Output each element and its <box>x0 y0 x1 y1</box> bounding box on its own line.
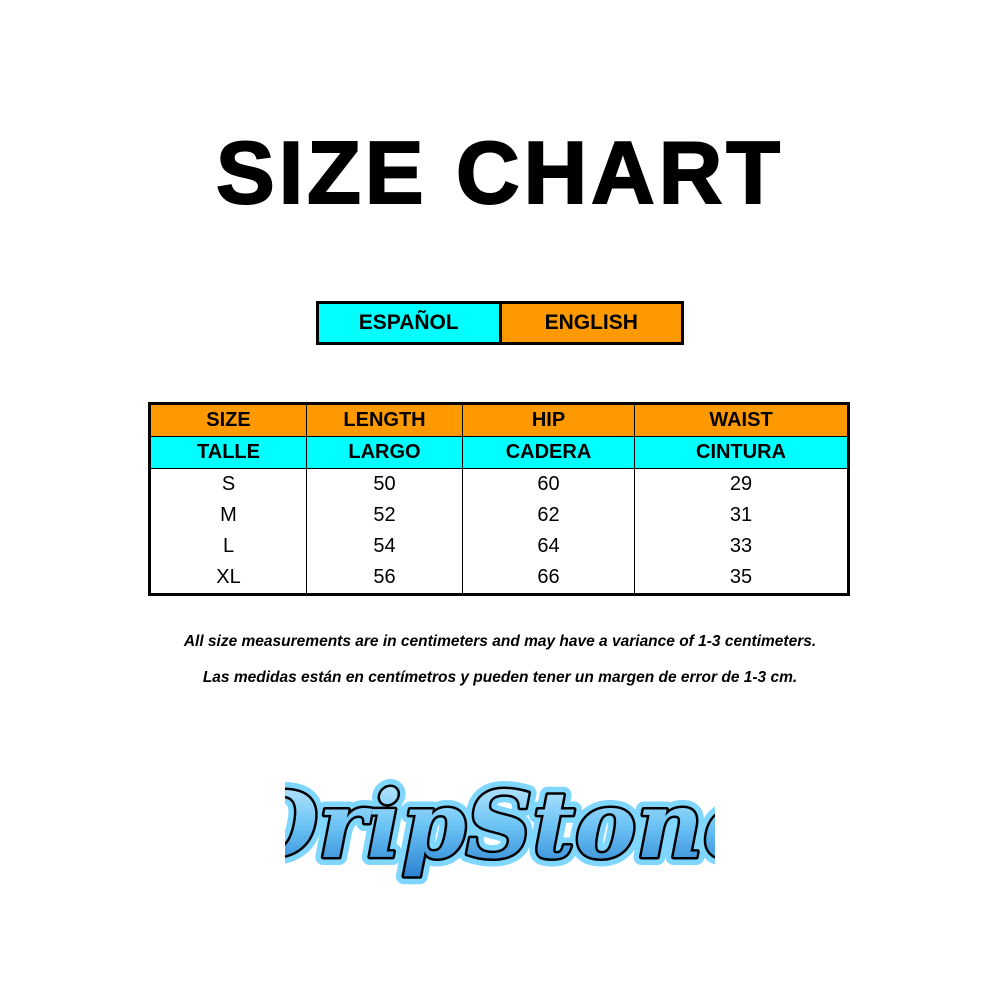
header-row-english: SIZE LENGTH HIP WAIST <box>149 403 849 437</box>
header-cell: CINTURA <box>634 436 849 469</box>
header-cell: LARGO <box>306 436 463 469</box>
cell: 62 <box>462 500 635 531</box>
note-english: All size measurements are in centimeters… <box>183 633 817 650</box>
cell: 33 <box>634 531 849 562</box>
legend-english: ENGLISH <box>501 304 681 342</box>
cell: 35 <box>634 562 849 595</box>
cell: XL <box>216 566 241 588</box>
legend-spanish: ESPAÑOL <box>319 304 502 342</box>
cell: S <box>221 473 236 495</box>
cell: 56 <box>306 562 463 595</box>
brand-logo: DripStone DripStone <box>285 765 715 885</box>
header-cell: WAIST <box>634 403 849 437</box>
page-title: SIZE CHART <box>215 122 784 223</box>
size-table: SIZE LENGTH HIP WAIST TALLE LARGO CADERA… <box>148 402 850 596</box>
header-cell: LENGTH <box>306 403 463 437</box>
header-row-spanish: TALLE LARGO CADERA CINTURA <box>149 436 849 469</box>
table-row: XL 56 66 35 <box>150 562 849 595</box>
header-cell: SIZE <box>149 403 307 437</box>
cell: M <box>220 504 237 526</box>
svg-text:DripStone: DripStone <box>285 771 715 879</box>
cell: 60 <box>462 468 635 500</box>
cell: 64 <box>462 531 635 562</box>
note-spanish: Las medidas están en centímetros y puede… <box>202 669 798 686</box>
svg-text:DripStone: DripStone <box>285 771 715 879</box>
header-cell: HIP <box>462 403 635 437</box>
table-row: M 52 62 31 <box>150 500 849 531</box>
header-cell: CADERA <box>462 436 635 469</box>
cell: 50 <box>306 468 463 500</box>
cell: L <box>222 535 235 557</box>
cell: 54 <box>306 531 463 562</box>
cell: 52 <box>306 500 463 531</box>
language-legend: ESPAÑOL ENGLISH <box>316 301 684 345</box>
cell: 29 <box>634 468 849 500</box>
header-cell: TALLE <box>149 436 307 469</box>
cell: 66 <box>462 562 635 595</box>
table-row: L 54 64 33 <box>150 531 849 562</box>
table-row: S 50 60 29 <box>150 468 849 500</box>
cell: 31 <box>634 500 849 531</box>
